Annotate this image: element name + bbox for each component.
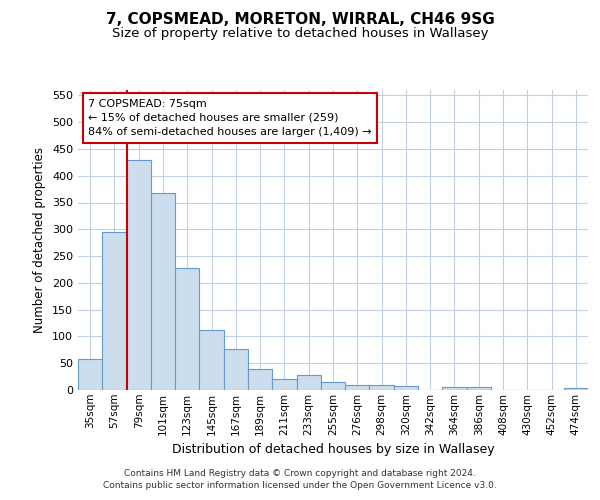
- Text: Size of property relative to detached houses in Wallasey: Size of property relative to detached ho…: [112, 28, 488, 40]
- Bar: [272, 380, 296, 390]
- Bar: [370, 384, 394, 390]
- Text: Contains HM Land Registry data © Crown copyright and database right 2024.
Contai: Contains HM Land Registry data © Crown c…: [103, 469, 497, 490]
- X-axis label: Distribution of detached houses by size in Wallasey: Distribution of detached houses by size …: [172, 443, 494, 456]
- Bar: [467, 388, 491, 390]
- Bar: [175, 268, 199, 390]
- Text: 7, COPSMEAD, MORETON, WIRRAL, CH46 9SG: 7, COPSMEAD, MORETON, WIRRAL, CH46 9SG: [106, 12, 494, 28]
- Bar: [442, 388, 467, 390]
- Bar: [199, 330, 224, 390]
- Bar: [394, 386, 418, 390]
- Bar: [321, 382, 345, 390]
- Bar: [102, 232, 127, 390]
- Bar: [345, 384, 370, 390]
- Bar: [224, 349, 248, 390]
- Text: 7 COPSMEAD: 75sqm
← 15% of detached houses are smaller (259)
84% of semi-detache: 7 COPSMEAD: 75sqm ← 15% of detached hous…: [88, 99, 372, 137]
- Bar: [78, 360, 102, 390]
- Bar: [564, 388, 588, 390]
- Bar: [127, 160, 151, 390]
- Bar: [296, 375, 321, 390]
- Bar: [151, 193, 175, 390]
- Y-axis label: Number of detached properties: Number of detached properties: [34, 147, 46, 333]
- Bar: [248, 369, 272, 390]
